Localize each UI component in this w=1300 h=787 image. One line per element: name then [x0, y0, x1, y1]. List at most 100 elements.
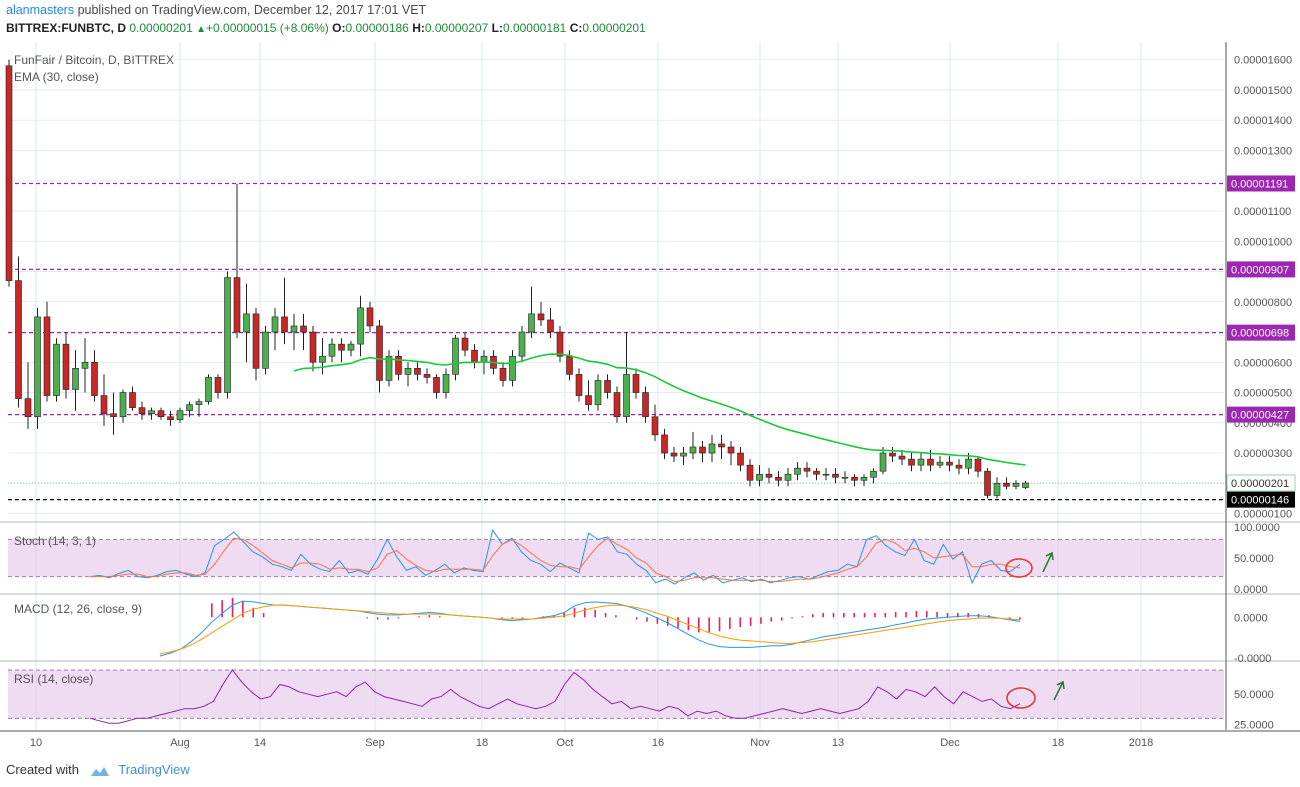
stoch-title: Stoch (14, 3, 1) [14, 534, 96, 548]
time-tick-label: 2018 [1129, 737, 1153, 749]
candle-body [841, 476, 849, 479]
chart-title: FunFair / Bitcoin, D, BITTREX [14, 53, 174, 67]
candle-body [252, 313, 260, 369]
macd-signal-line [159, 604, 1021, 655]
macd-line [159, 600, 1021, 657]
level-price-tag [1227, 406, 1295, 423]
candle-body [547, 319, 554, 333]
candle-body [357, 307, 364, 345]
candle-body [499, 368, 507, 381]
time-tick-label: Sep [365, 737, 385, 749]
time-axis[interactable]: 10 Aug 14 Sep 18 Oct 16 Nov 13 Dec 18 2018 [30, 737, 1153, 749]
price-tick-label: 0.00001100 [1234, 206, 1291, 218]
candle-body [632, 374, 640, 393]
candle-body [1022, 482, 1029, 488]
candle-body [917, 458, 925, 466]
stoch-band [8, 539, 1224, 577]
candle-body [699, 446, 706, 454]
candle-body [613, 392, 621, 418]
tradingview-brand-link[interactable]: TradingView [118, 762, 190, 777]
candle-body [347, 343, 355, 351]
low-label: L: [491, 21, 503, 35]
candle-body [195, 401, 203, 405]
stoch-pane[interactable] [8, 528, 1226, 585]
level-price-tag [1227, 261, 1295, 278]
red-circle-stoch [1005, 558, 1033, 578]
candle-body [34, 316, 41, 418]
level-price-tag [1227, 324, 1295, 341]
candle-body [746, 464, 754, 481]
candle-body [471, 349, 478, 363]
price-tick-label: 0.00001600 [1234, 55, 1292, 67]
candle-body [1003, 483, 1010, 487]
candle-body [433, 377, 440, 393]
level-price-label: 0.00000698 [1231, 328, 1289, 340]
candle-body [290, 325, 298, 333]
candle-body [1012, 483, 1020, 487]
candle-body [366, 307, 374, 327]
high-label: H: [412, 21, 425, 35]
candle-body [281, 316, 288, 333]
candle-body [737, 452, 744, 466]
candle-body [708, 443, 716, 454]
candle-body [832, 473, 839, 478]
symbol-label: BITTREX:FUNBTC, D [6, 21, 126, 35]
up-arrow-icon: ▲ [196, 24, 206, 35]
candle-body [993, 483, 1001, 496]
candle-body [81, 361, 89, 369]
candle-body [528, 313, 535, 333]
rsi-title: RSI (14, close) [14, 672, 93, 686]
candle-body [62, 343, 70, 390]
candle-body [119, 392, 127, 418]
candle-body [604, 380, 611, 393]
rsi-line [89, 669, 1021, 724]
candle-body [442, 374, 450, 393]
time-tick-label: Aug [170, 737, 190, 749]
grid-lines [8, 42, 1224, 730]
candle-body [689, 446, 697, 454]
level-price-tag [1227, 175, 1295, 192]
candle-body [148, 410, 155, 415]
stoch-k-line [89, 528, 1021, 585]
candle-body [870, 470, 877, 478]
close-value: 0.00000201 [582, 21, 646, 35]
ema-30-line [293, 353, 1026, 466]
chart-canvas[interactable]: 0.00001600 0.00001500 0.00001400 0.00001300… [0, 0, 1300, 760]
candle-body [566, 355, 573, 375]
candle-body [879, 452, 887, 472]
candle-body [452, 337, 459, 375]
candle-body [813, 470, 820, 475]
candle-body [24, 398, 32, 418]
candle-body [898, 455, 906, 460]
candle-body [756, 473, 763, 481]
price-axis[interactable]: 0.00001600 0.00001500 0.00001400 0.00001300… [1226, 55, 1296, 732]
candle-body [680, 452, 687, 457]
support-price-tag [1227, 491, 1295, 508]
price-tick-label: 0.00000600 [1234, 357, 1292, 369]
time-tick-label: Oct [556, 737, 573, 749]
support-price-label: 0.00000146 [1231, 495, 1289, 507]
candle-body [300, 325, 307, 333]
candle-body [376, 325, 383, 381]
macd-tick-label: 0.0000 [1234, 612, 1268, 624]
author-link[interactable]: alanmasters [6, 3, 75, 17]
candle-body [661, 434, 668, 454]
candle-body [803, 467, 811, 472]
price-tick-label: 0.00000300 [1234, 448, 1292, 460]
level-price-label: 0.00000427 [1231, 410, 1289, 422]
red-circle-rsi [1006, 687, 1036, 709]
candle-body [404, 368, 412, 375]
candle-body [518, 331, 526, 357]
ohlc-bar: BITTREX:FUNBTC, D 0.00000201 ▲+0.0000001… [6, 21, 646, 35]
candle-body [43, 316, 51, 396]
candle-body [537, 313, 545, 321]
rsi-pane[interactable] [8, 669, 1226, 724]
candle-body [946, 461, 953, 466]
stoch-d-line [90, 537, 1021, 583]
last-price: 0.00000201 [129, 21, 193, 35]
macd-pane[interactable] [159, 598, 1021, 657]
open-value: 0.00000186 [345, 21, 409, 35]
candle-body [53, 343, 60, 396]
price-pane[interactable] [5, 59, 1226, 501]
annotations [1005, 551, 1065, 709]
